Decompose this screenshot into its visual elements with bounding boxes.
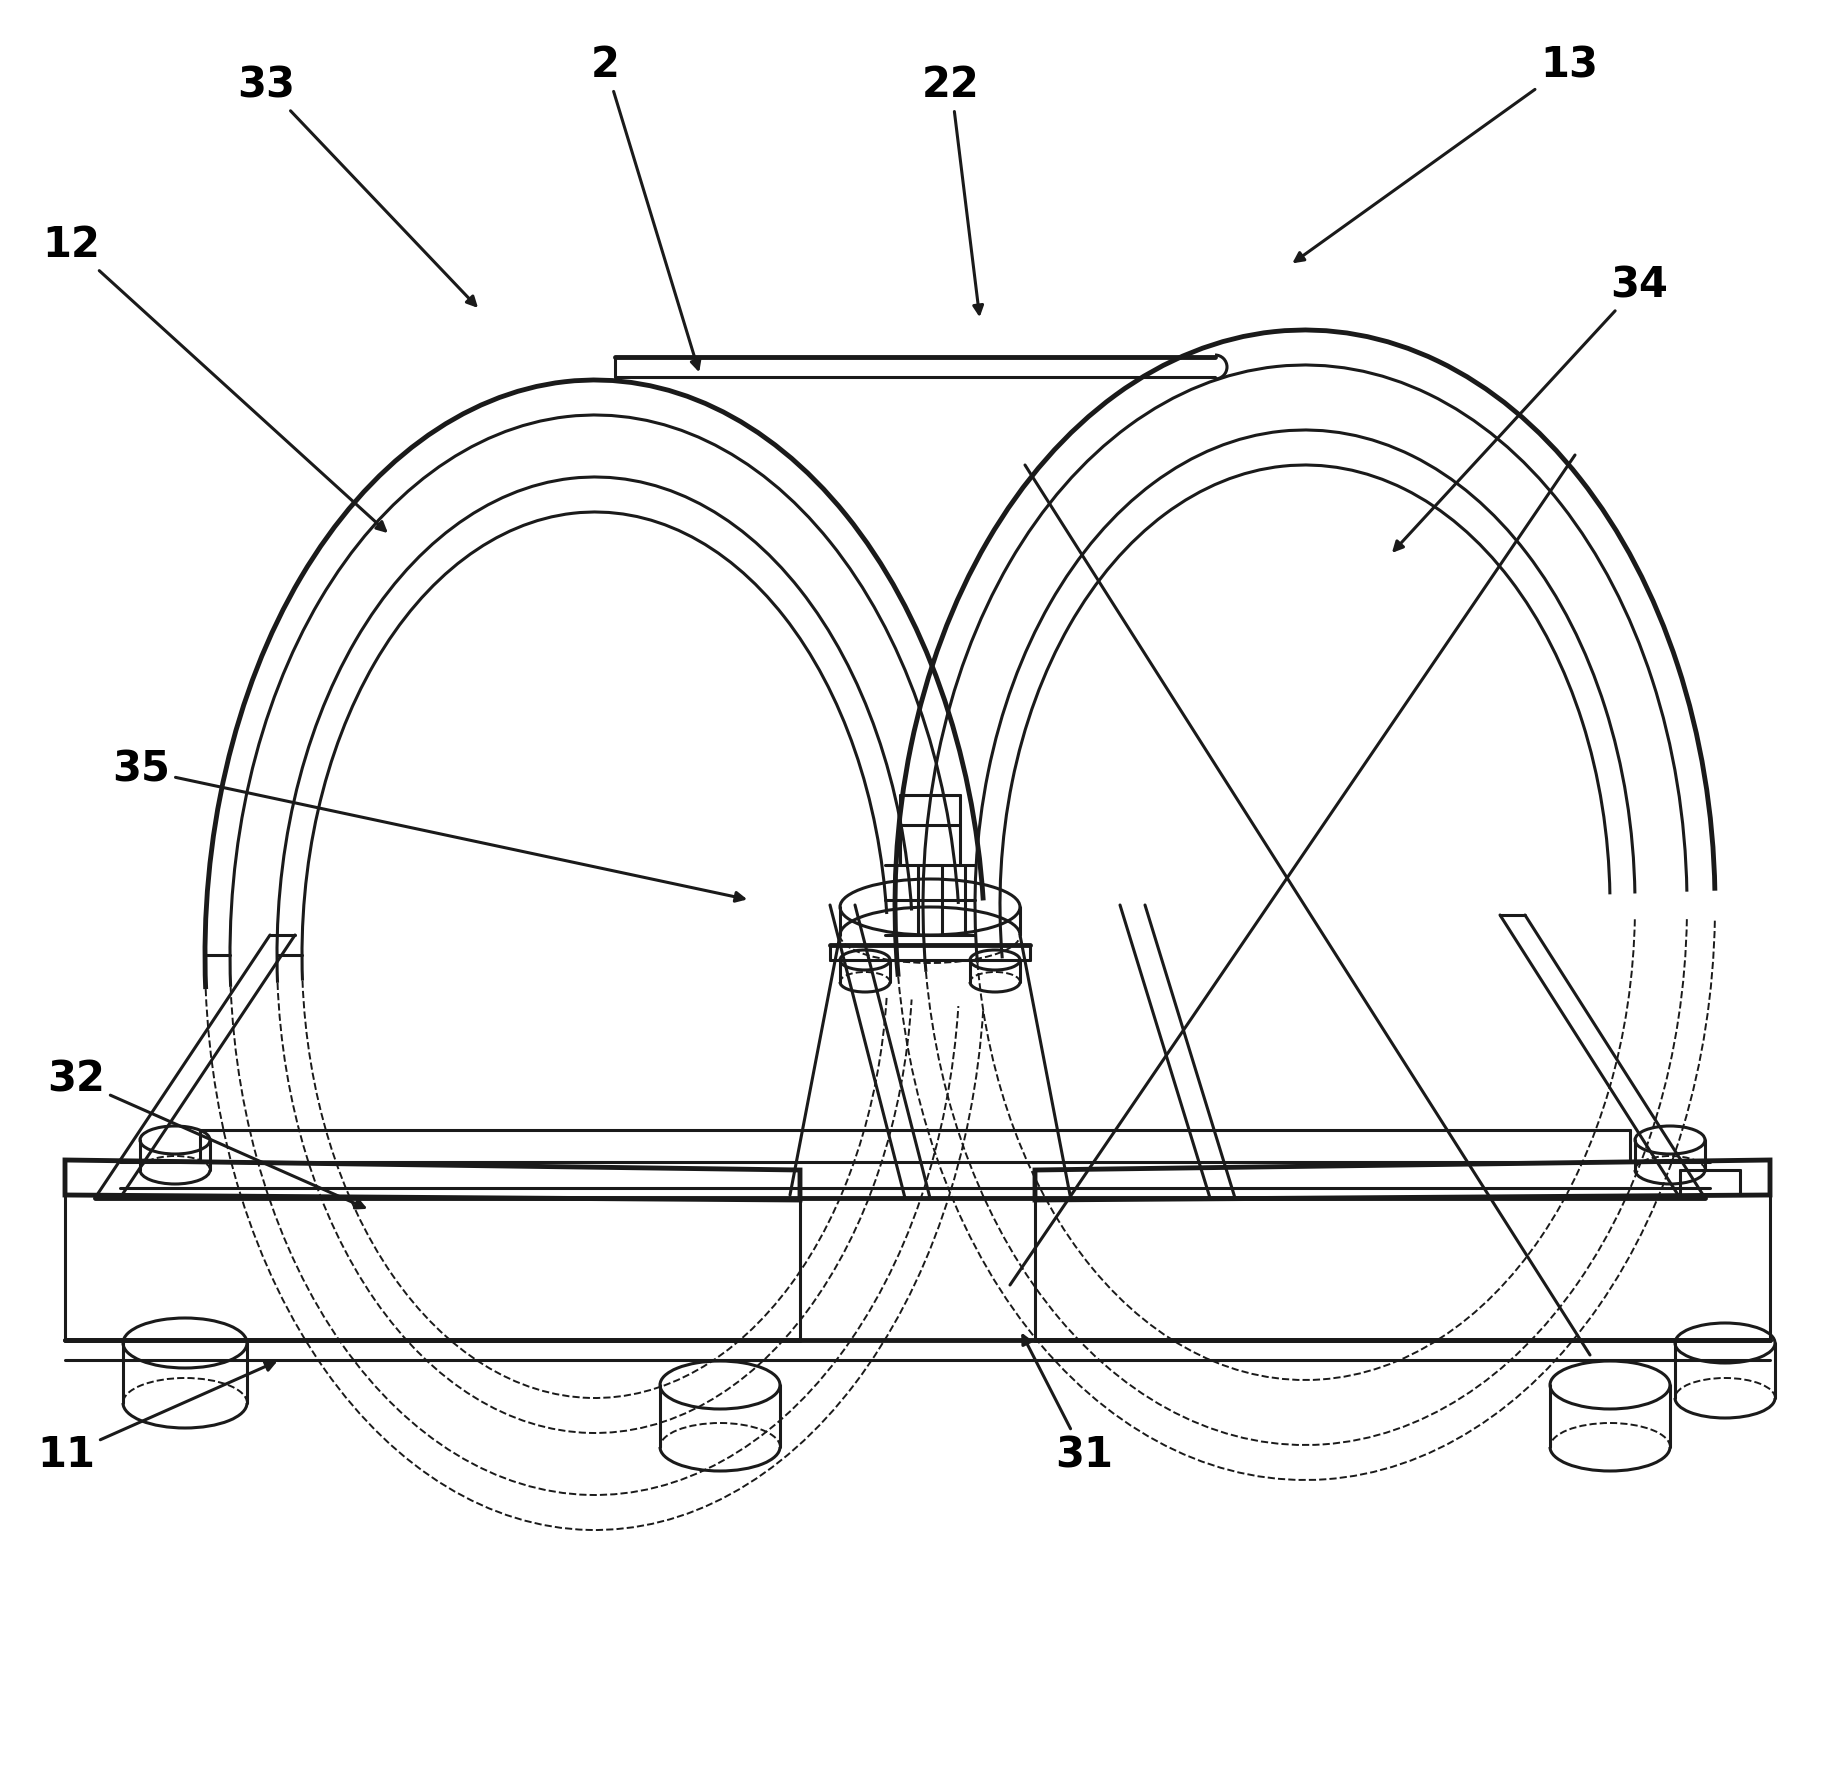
Text: 31: 31 [1023,1335,1112,1477]
Text: 35: 35 [111,749,744,902]
Text: 13: 13 [1294,44,1597,261]
Text: 32: 32 [47,1060,365,1209]
Text: 22: 22 [922,64,983,314]
Text: 2: 2 [591,44,700,369]
Text: 12: 12 [42,224,385,531]
Text: 34: 34 [1393,264,1666,550]
Text: 33: 33 [237,64,476,305]
Text: 11: 11 [36,1361,273,1477]
